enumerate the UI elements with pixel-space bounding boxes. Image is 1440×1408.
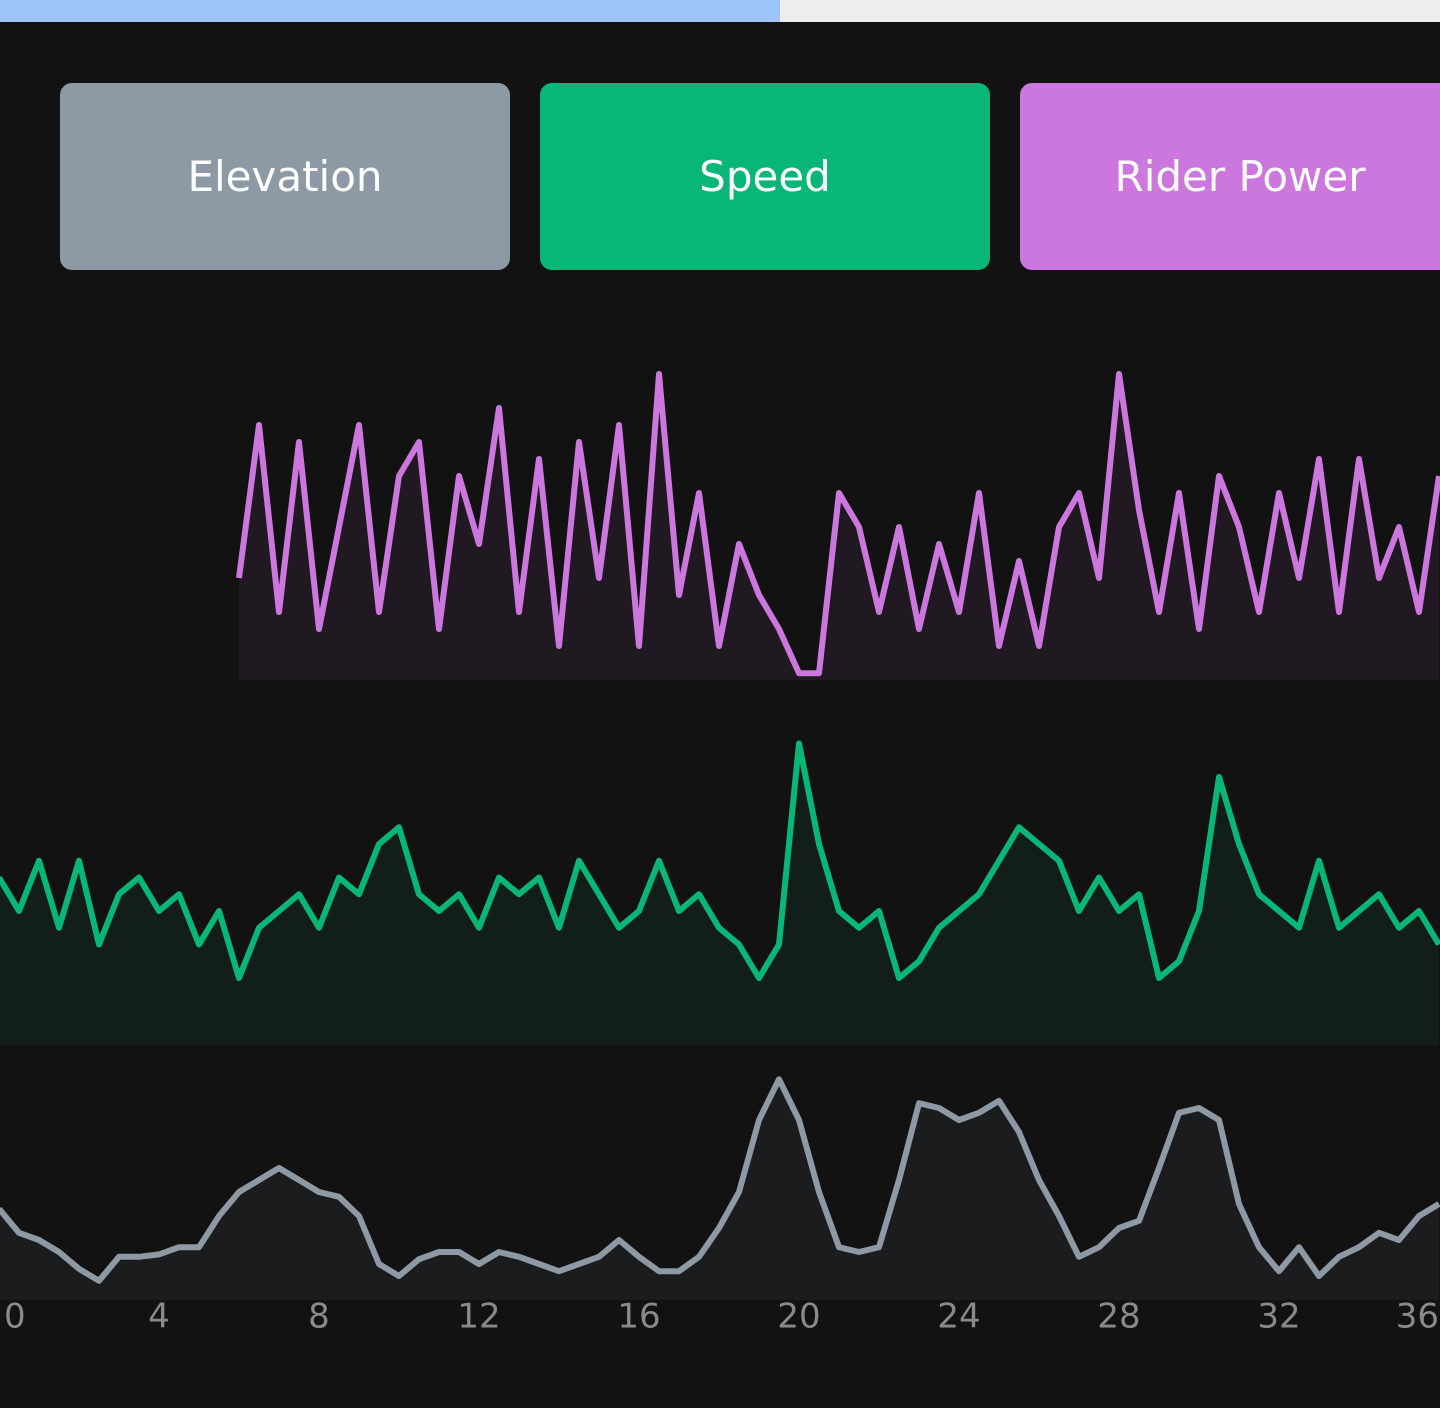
- x-tick-label: 24: [937, 1297, 980, 1337]
- line: [236, 371, 1440, 677]
- line: [0, 740, 1440, 981]
- line: [0, 1076, 1440, 1284]
- x-tick-label: 36: [1396, 1297, 1439, 1337]
- map-water: [0, 0, 780, 22]
- map-land: [780, 0, 1440, 22]
- x-tick-label: 12: [457, 1297, 500, 1337]
- power-button[interactable]: Rider Power: [1020, 83, 1440, 270]
- area: [0, 743, 1439, 1045]
- area: [239, 374, 1439, 680]
- x-tick-label: 4: [148, 1297, 170, 1337]
- x-tick-label: 32: [1257, 1297, 1300, 1337]
- x-tick-label: 28: [1097, 1297, 1140, 1337]
- x-tick-label: 20: [777, 1297, 820, 1337]
- x-tick-label: 8: [308, 1297, 330, 1337]
- elevation-button[interactable]: Elevation: [60, 83, 510, 270]
- x-tick-label: 0: [4, 1297, 26, 1337]
- x-tick-label: 16: [617, 1297, 660, 1337]
- speed-button[interactable]: Speed: [540, 83, 990, 270]
- area: [0, 1079, 1439, 1300]
